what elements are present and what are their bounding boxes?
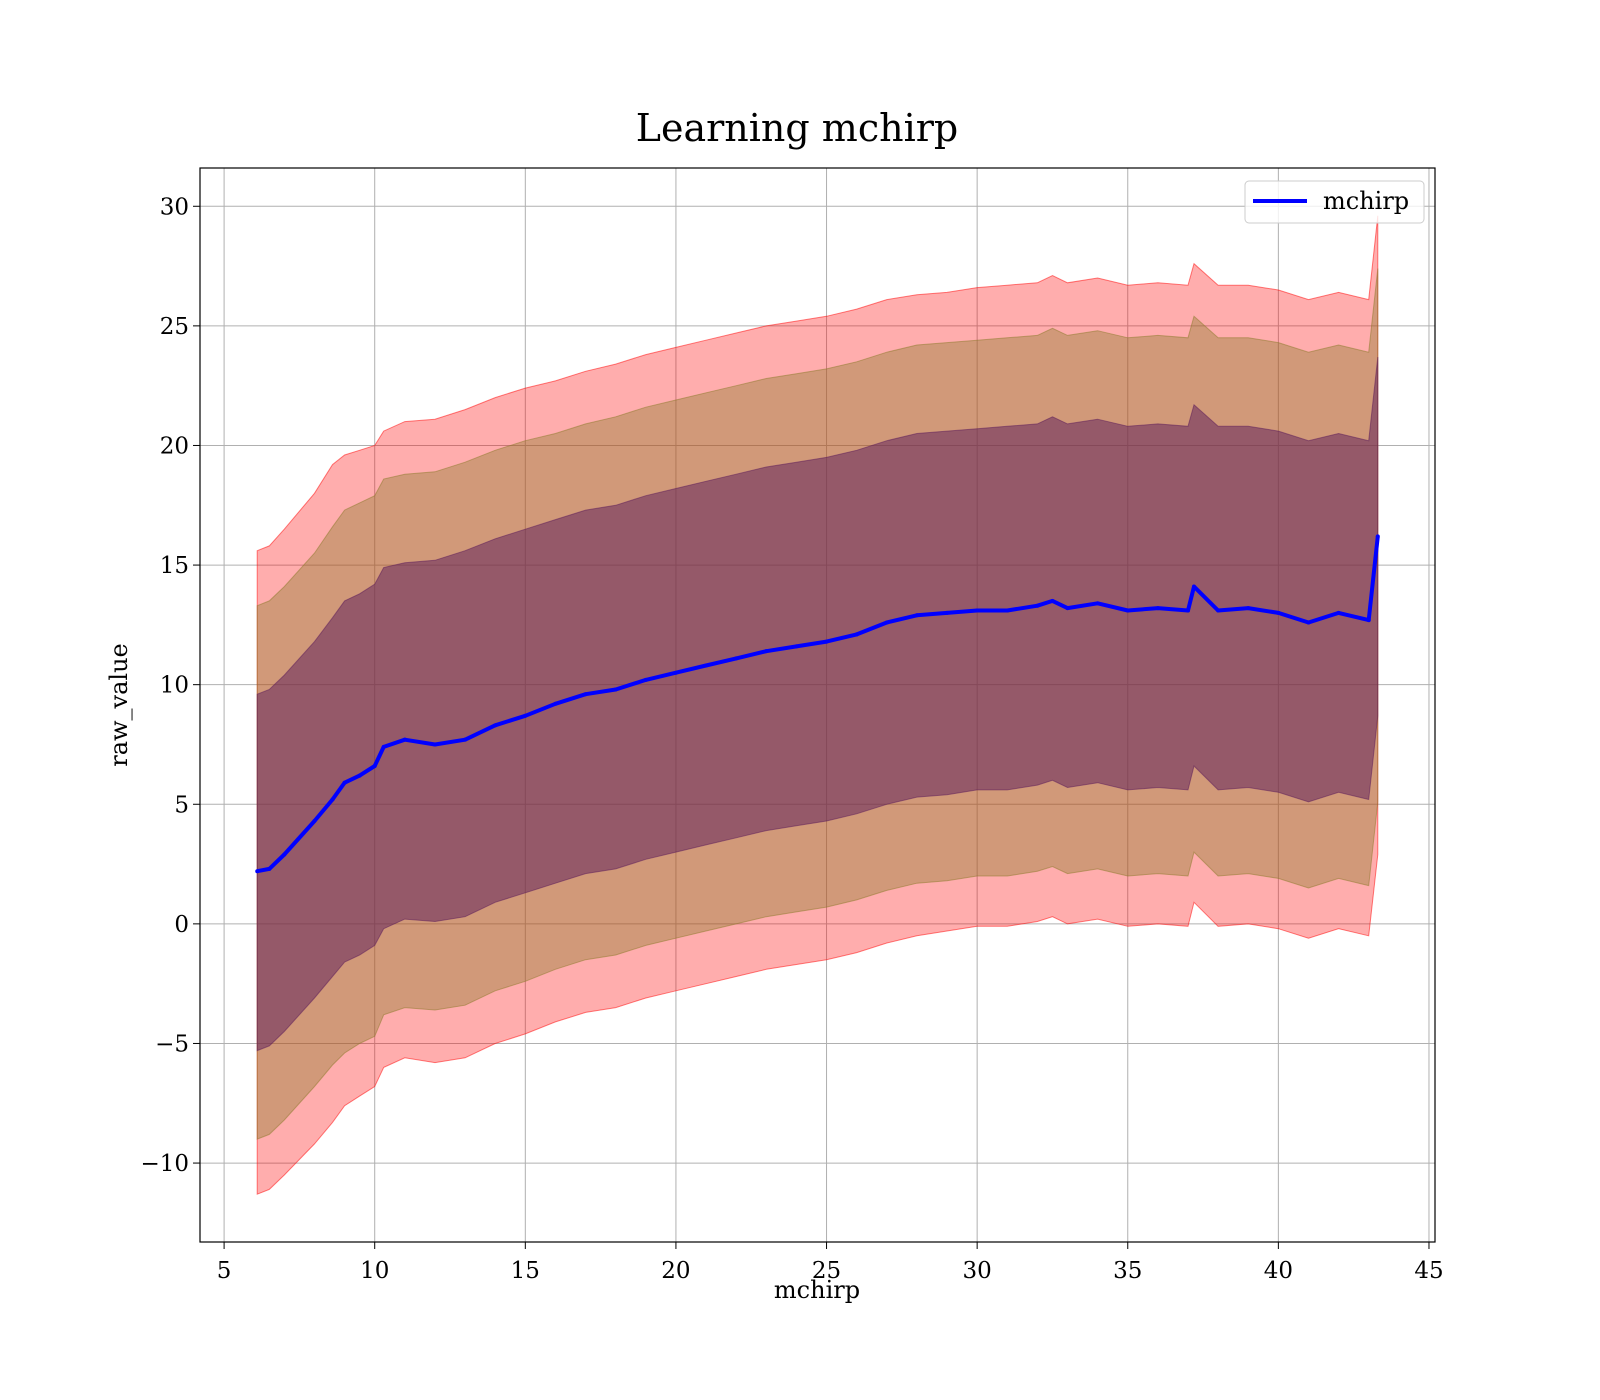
legend-label-mchirp: mchirp: [1323, 187, 1409, 215]
data-point-39: [1246, 606, 1251, 611]
data-point-15: [583, 692, 588, 697]
data-point-27: [945, 610, 950, 615]
data-point-9: [402, 737, 407, 742]
data-point-36: [1186, 608, 1190, 613]
data-point-21: [764, 649, 769, 654]
data-point-14: [553, 701, 558, 706]
legend-box: [1244, 180, 1425, 224]
x-tick-label-8: 45: [1414, 1258, 1443, 1284]
data-point-10: [432, 742, 437, 747]
data-point-4: [330, 797, 335, 802]
data-point-5: [342, 780, 347, 785]
x-axis-label: mchirp: [774, 1276, 860, 1304]
y-axis-label: raw_value: [105, 643, 133, 767]
x-tick-label-3: 20: [661, 1258, 690, 1284]
band-2: [256, 356, 1379, 1052]
data-point-22: [794, 644, 799, 649]
x-tick-label-0: 5: [217, 1258, 232, 1284]
data-point-12: [493, 723, 498, 728]
y-axis-ticks: −10 −5 0 5 10 15 20 25 30: [140, 194, 200, 1177]
data-point-35: [1155, 606, 1160, 611]
data-point-26: [914, 613, 919, 618]
data-point-0: [255, 869, 260, 874]
data-point-18: [673, 670, 678, 675]
data-point-42: [1336, 610, 1341, 615]
x-axis-ticks: 5 10 15 20 25 30 35 40 45: [217, 1242, 1444, 1284]
data-point-44: [1375, 534, 1380, 539]
y-tick-label-1: −5: [155, 1031, 189, 1057]
data-point-23: [824, 639, 829, 644]
data-point-30: [1035, 603, 1040, 608]
data-point-29: [1005, 608, 1010, 613]
data-point-38: [1216, 608, 1221, 613]
data-point-32: [1065, 606, 1070, 611]
x-tick-label-7: 40: [1264, 1258, 1293, 1284]
data-point-3: [312, 819, 317, 824]
data-point-1: [267, 866, 272, 871]
data-point-34: [1125, 608, 1130, 613]
confidence-bands: [256, 215, 1379, 1195]
x-tick-label-4: 25: [812, 1258, 841, 1284]
legend: mchirp: [1244, 180, 1425, 224]
data-point-40: [1276, 610, 1281, 615]
data-point-16: [613, 687, 618, 692]
data-point-20: [734, 656, 739, 661]
y-tick-label-2: 0: [174, 912, 189, 938]
data-point-25: [884, 620, 889, 625]
data-point-28: [975, 608, 980, 613]
data-point-37: [1192, 584, 1197, 589]
x-tick-label-2: 15: [511, 1258, 540, 1284]
data-point-6: [357, 773, 362, 778]
data-point-7: [372, 763, 377, 768]
data-point-17: [643, 677, 648, 682]
data-point-19: [704, 663, 709, 668]
y-tick-label-8: 30: [160, 194, 189, 220]
y-tick-label-4: 10: [160, 673, 189, 699]
chart-title: Learning mchirp: [636, 106, 958, 150]
data-point-2: [282, 852, 287, 857]
plot-frame: [199, 167, 1436, 1243]
data-point-41: [1306, 620, 1311, 625]
y-tick-label-0: −10: [140, 1151, 189, 1177]
y-tick-label-7: 25: [160, 314, 189, 340]
y-tick-label-6: 20: [160, 433, 189, 459]
data-point-24: [854, 632, 859, 637]
x-tick-label-1: 10: [360, 1258, 389, 1284]
y-tick-label-5: 15: [160, 553, 189, 579]
data-point-43: [1366, 618, 1371, 623]
data-point-33: [1095, 601, 1100, 606]
x-tick-label-5: 30: [963, 1258, 992, 1284]
data-point-13: [523, 713, 528, 718]
data-point-11: [463, 737, 468, 742]
series-lines: [255, 534, 1380, 874]
data-point-31: [1050, 598, 1055, 603]
y-tick-label-3: 5: [174, 792, 189, 818]
data-point-8: [381, 744, 386, 749]
x-tick-label-6: 35: [1113, 1258, 1142, 1284]
